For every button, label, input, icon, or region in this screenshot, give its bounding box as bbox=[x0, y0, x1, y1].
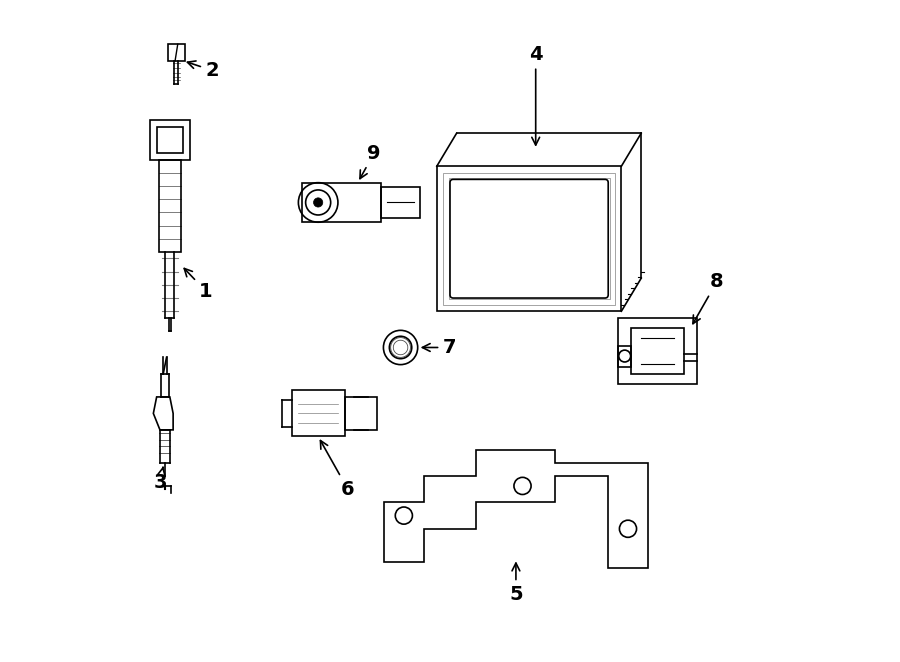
Circle shape bbox=[313, 198, 323, 207]
Text: 6: 6 bbox=[320, 440, 355, 498]
Text: 9: 9 bbox=[360, 144, 381, 179]
Text: 7: 7 bbox=[422, 338, 456, 357]
Text: 4: 4 bbox=[529, 44, 543, 145]
Text: 2: 2 bbox=[187, 61, 220, 80]
Text: 1: 1 bbox=[184, 269, 213, 301]
Text: 8: 8 bbox=[693, 272, 724, 324]
Text: 5: 5 bbox=[509, 563, 523, 604]
Text: 3: 3 bbox=[153, 467, 166, 492]
